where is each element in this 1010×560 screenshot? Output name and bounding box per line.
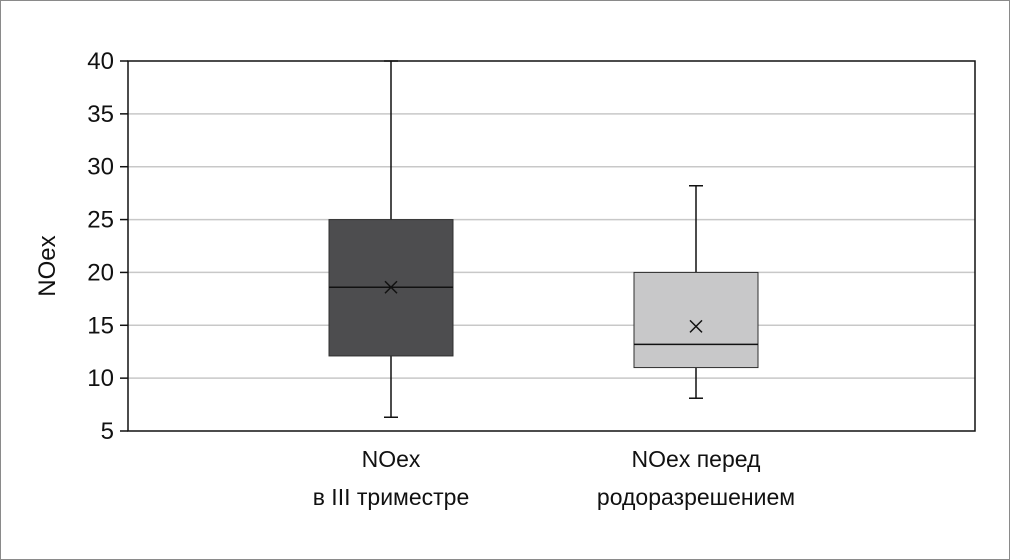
gridlines [128,113,975,379]
box-group-2 [633,184,759,399]
y-axis-title: NOex [34,235,61,296]
mean-marker-1 [384,280,398,294]
y-tick-label-15: 15 [87,312,114,339]
y-tick-label-25: 25 [87,207,114,234]
box-group-1 [328,60,454,419]
y-tick-label-10: 10 [87,365,114,392]
boxes [328,60,759,419]
category-label-2-line-1: NOex перед [632,446,762,472]
x-axis-categories: NOex в III триместре NOex перед родоразр… [313,446,795,510]
mean-marker-2 [689,319,703,333]
category-label-2-line-2: родоразрешением [597,484,795,510]
category-label-1-line-2: в III триместре [313,484,470,510]
y-tick-label-5: 5 [101,418,114,445]
y-axis-ticks: 5 10 15 20 25 30 35 40 [87,48,128,445]
y-tick-label-20: 20 [87,259,114,286]
plot-area-border [127,60,976,432]
y-tick-label-40: 40 [87,48,114,75]
y-tick-label-35: 35 [87,101,114,128]
category-label-1-line-1: NOex [362,446,421,472]
y-tick-label-30: 30 [87,154,114,181]
iqr-box-2 [633,271,759,369]
